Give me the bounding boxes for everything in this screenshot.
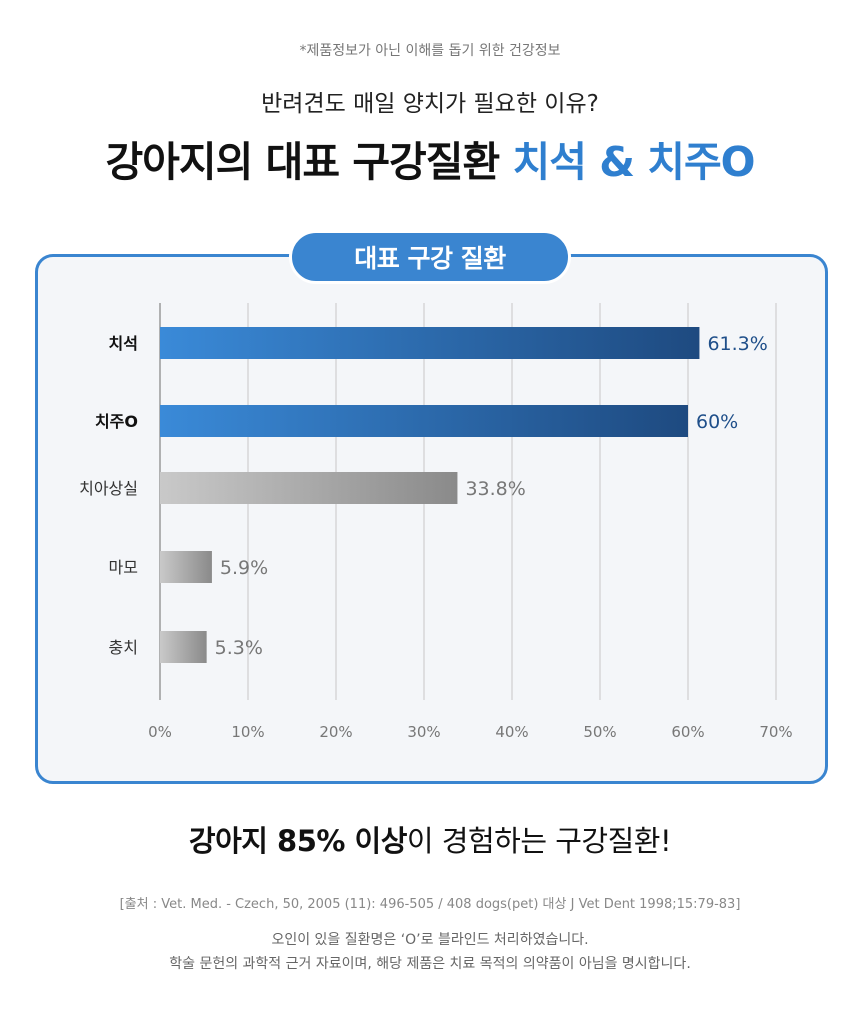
- category-label: 치아상실: [79, 479, 138, 498]
- bar: [160, 327, 700, 359]
- value-label: 61.3%: [707, 333, 767, 355]
- x-tick-label: 60%: [671, 723, 704, 741]
- bottom-claim: 강아지 85% 이상이 경험하는 구강질환!: [0, 818, 860, 860]
- chart-labels: 0% 10% 20% 30% 40% 50% 60% 70% 치석 61.3% 치주O 60% 치아상실…: [79, 333, 793, 741]
- disclaimer-text: *제품정보가 아닌 이해를 돕기 위한 건강정보: [299, 43, 561, 59]
- x-tick-label: 10%: [231, 723, 264, 741]
- value-label: 33.8%: [465, 478, 525, 500]
- chart-bars: [160, 327, 700, 663]
- page-title: 강아지의 대표 구강질환 치석 & 치주O: [0, 128, 860, 188]
- value-label: 5.3%: [215, 637, 263, 659]
- x-tick-label: 30%: [407, 723, 440, 741]
- bar: [160, 472, 458, 504]
- title-main: 강아지의 대표 구강질환: [105, 138, 513, 186]
- disclaimer-note: 학술 문헌의 과학적 근거 자료이며, 해당 제품은 치료 목적의 의약품이 아…: [169, 956, 691, 972]
- claim-rest: 이 경험하는 구강질환!: [406, 824, 672, 858]
- value-label: 5.9%: [220, 557, 268, 579]
- x-tick-label: 0%: [148, 723, 172, 741]
- x-tick-label: 70%: [759, 723, 792, 741]
- title-accent: 치석 & 치주O: [512, 138, 755, 186]
- blind-note: 오인이 있을 질환명은 ‘O’로 블라인드 처리하였습니다.: [271, 932, 589, 948]
- subtitle: 반려견도 매일 양치가 필요한 이유?: [261, 91, 599, 117]
- category-label: 치주O: [95, 412, 138, 431]
- bar: [160, 631, 207, 663]
- category-label: 충치: [109, 638, 138, 657]
- value-label: 60%: [696, 411, 738, 433]
- category-label: 치석: [109, 334, 138, 353]
- x-tick-label: 50%: [583, 723, 616, 741]
- source-citation: [출처 : Vet. Med. - Czech, 50, 2005 (11): …: [119, 897, 741, 912]
- bar: [160, 551, 212, 583]
- claim-bold: 강아지 85% 이상: [188, 824, 408, 858]
- x-tick-label: 20%: [319, 723, 352, 741]
- chart-panel-label: 대표 구강 질환: [289, 230, 571, 284]
- x-tick-label: 40%: [495, 723, 528, 741]
- category-label: 마모: [109, 558, 138, 577]
- bar: [160, 405, 688, 437]
